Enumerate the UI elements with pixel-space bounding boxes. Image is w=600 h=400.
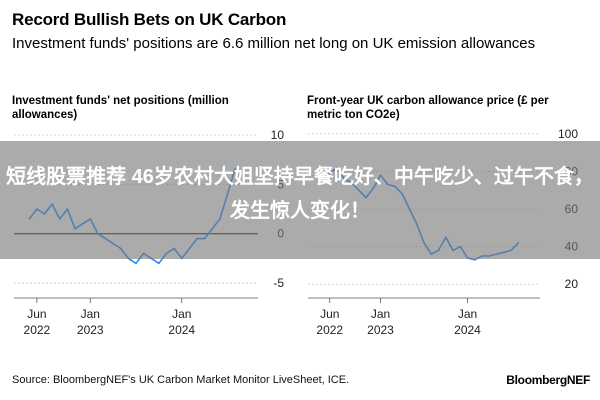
right-chart-title: Front-year UK carbon allowance price (£ … xyxy=(307,95,549,121)
y-tick-label: 100 xyxy=(558,127,578,141)
x-tick-label-month: Jun xyxy=(320,307,339,321)
x-tick-label-month: Jun xyxy=(27,307,46,321)
x-tick-label-year: 2022 xyxy=(316,323,343,337)
x-tick-label-year: 2024 xyxy=(168,323,195,337)
x-tick-label-month: Jan xyxy=(371,307,390,321)
x-tick-label-month: Jan xyxy=(458,307,477,321)
y-tick-label: 10 xyxy=(271,128,285,142)
chart-subtitle: Investment funds' positions are 6.6 mill… xyxy=(12,35,536,52)
x-tick-label-year: 2023 xyxy=(367,323,394,337)
x-tick-label-month: Jan xyxy=(172,307,191,321)
x-tick-label-month: Jan xyxy=(81,307,100,321)
x-tick-label-year: 2024 xyxy=(454,323,481,337)
x-tick-label-year: 2022 xyxy=(24,323,51,337)
y-tick-label: 20 xyxy=(565,277,579,291)
overlay-headline: 短线股票推荐 46岁农村大姐坚持早餐吃好、中午吃少、过午不食，发生惊人变化！ xyxy=(6,166,594,222)
left-chart-title: Investment funds' net positions (million… xyxy=(12,95,229,121)
chart-main-title: Record Bullish Bets on UK Carbon xyxy=(12,10,287,29)
headline-overlay-band xyxy=(0,141,600,259)
y-tick-label: -5 xyxy=(273,276,284,290)
brand-logo: BloombergNEF xyxy=(506,373,590,387)
data-point xyxy=(158,262,160,265)
source-note: Source: BloombergNEF's UK Carbon Market … xyxy=(12,374,350,386)
data-point xyxy=(473,258,476,261)
x-tick-label-year: 2023 xyxy=(77,323,104,337)
data-point xyxy=(135,262,137,265)
